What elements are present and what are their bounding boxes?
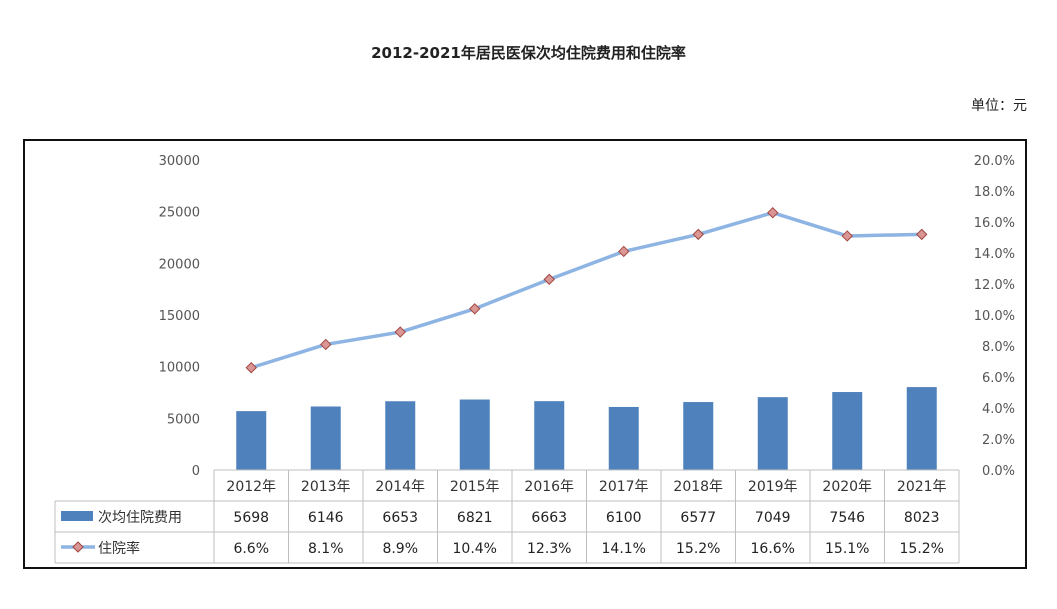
- unit-label: 单位：元: [971, 98, 1027, 114]
- right-tick-label: 2.0%: [982, 433, 1015, 448]
- data-label: 14.1%: [602, 541, 646, 557]
- bar: [310, 406, 341, 470]
- data-table: 2012年 2013年 2014年 2015年 2016年 2017年 2018年 2019年…: [54, 469, 960, 564]
- data-label: 7049: [755, 510, 791, 526]
- data-label: 7546: [829, 510, 865, 526]
- point: [320, 338, 332, 351]
- point: [767, 206, 779, 219]
- right-tick-label: 4.0%: [982, 402, 1015, 417]
- legend-bar-swatch: [61, 511, 93, 521]
- bar: [757, 397, 788, 470]
- right-tick-label: 10.0%: [974, 309, 1015, 324]
- data-label: 16.6%: [751, 541, 795, 557]
- right-tick-label: 12.0%: [974, 278, 1015, 293]
- right-tick-label: 16.0%: [974, 216, 1015, 231]
- right-tick-label: 18.0%: [974, 185, 1015, 200]
- left-tick-label: 0: [192, 464, 200, 479]
- point: [543, 273, 555, 286]
- data-label: 12.3%: [527, 541, 571, 557]
- data-label: 8023: [904, 510, 940, 526]
- data-label: 6653: [382, 510, 418, 526]
- series-line: [250, 210, 922, 370]
- category-label: 2013年: [301, 479, 351, 495]
- category-label: 2018年: [673, 479, 723, 495]
- bar: [832, 392, 863, 470]
- bar: [459, 399, 490, 470]
- point: [245, 361, 257, 374]
- category-label: 2015年: [450, 479, 500, 495]
- category-label: 2014年: [375, 479, 425, 495]
- category-label: 2020年: [822, 479, 872, 495]
- right-axis: 0.0% 2.0% 4.0% 6.0% 8.0% 10.0% 12.0% 14.0% 16.0%…: [974, 154, 1015, 479]
- data-label: 6146: [308, 510, 344, 526]
- right-tick-label: 14.0%: [974, 247, 1015, 262]
- left-tick-label: 25000: [159, 206, 200, 221]
- data-label: 10.4%: [453, 541, 497, 557]
- point: [916, 228, 928, 241]
- data-label: 15.2%: [900, 541, 944, 557]
- point: [692, 228, 704, 241]
- bar: [385, 401, 416, 470]
- data-label: 8.1%: [308, 541, 344, 557]
- bar: [608, 406, 639, 470]
- legend-line-label: 住院率: [98, 540, 140, 557]
- data-label: 6100: [606, 510, 642, 526]
- point: [469, 303, 481, 315]
- left-tick-label: 5000: [167, 412, 200, 427]
- point: [618, 245, 630, 258]
- data-label: 15.1%: [825, 541, 869, 557]
- right-tick-label: 8.0%: [982, 340, 1015, 355]
- category-label: 2019年: [748, 479, 798, 495]
- category-label: 2012年: [226, 479, 276, 495]
- legend-bar-label: 次均住院费用: [98, 510, 182, 526]
- legend-marker: [72, 541, 84, 553]
- bar: [906, 387, 937, 470]
- left-tick-label: 15000: [159, 309, 200, 324]
- data-label: 6663: [531, 510, 567, 526]
- point: [394, 326, 406, 338]
- bar: [534, 401, 565, 470]
- chart-title: 2012-2021年居民医保次均住院费用和住院率: [371, 44, 686, 62]
- right-tick-label: 0.0%: [982, 464, 1015, 479]
- bar-series: [236, 387, 937, 470]
- data-label: 6.6%: [233, 541, 269, 557]
- left-tick-label: 30000: [159, 154, 200, 169]
- bar: [683, 402, 714, 470]
- line-series: [245, 206, 928, 374]
- data-label: 8.9%: [382, 541, 418, 557]
- chart-frame: [23, 139, 1027, 569]
- data-label: 6577: [680, 510, 716, 526]
- right-tick-label: 20.0%: [974, 154, 1015, 169]
- category-label: 2021年: [897, 479, 947, 495]
- point: [841, 230, 853, 242]
- left-tick-label: 10000: [159, 361, 200, 376]
- left-tick-label: 20000: [159, 257, 200, 272]
- left-axis: 0 5000 10000 15000 20000 25000 30000: [159, 154, 200, 479]
- right-tick-label: 6.0%: [982, 371, 1015, 386]
- bar: [236, 411, 267, 470]
- category-label: 2016年: [524, 479, 574, 495]
- data-label: 6821: [457, 510, 493, 526]
- data-label: 15.2%: [676, 541, 720, 557]
- category-label: 2017年: [599, 479, 649, 495]
- data-label: 5698: [233, 510, 269, 526]
